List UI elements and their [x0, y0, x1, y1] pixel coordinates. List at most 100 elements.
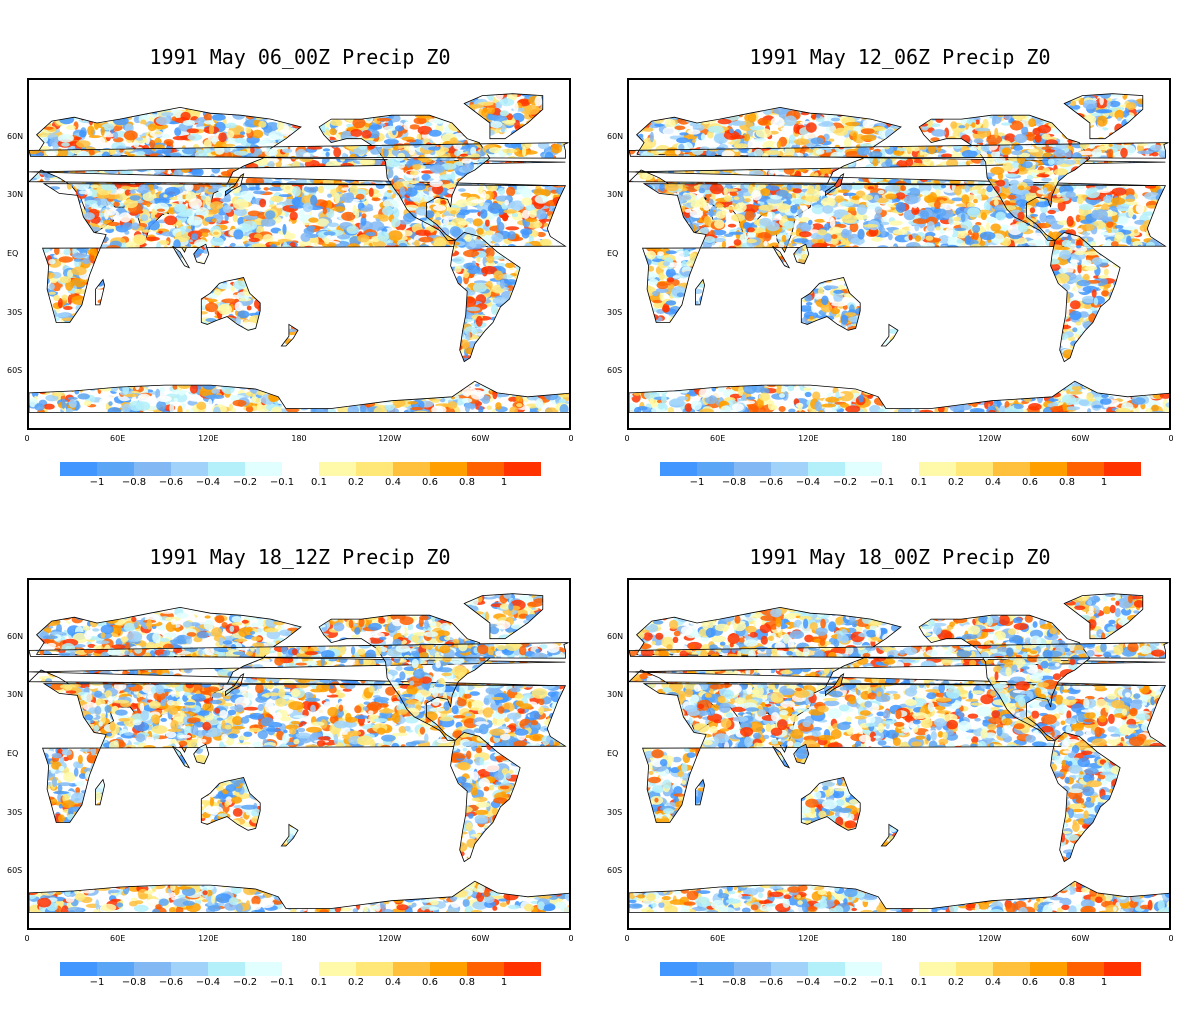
precip-blob — [128, 250, 140, 260]
precip-blob — [553, 266, 564, 271]
precip-blob — [515, 257, 527, 261]
precip-blob — [29, 136, 37, 139]
precip-blob — [292, 168, 308, 176]
precip-blob — [63, 214, 77, 225]
precip-blob — [29, 139, 42, 150]
precip-blob — [548, 310, 559, 316]
precip-blob — [60, 159, 68, 163]
precip-blob — [249, 266, 264, 274]
precip-blob — [510, 294, 519, 303]
precip-blob — [221, 269, 237, 273]
precip-blob — [170, 312, 182, 321]
precip-blob — [82, 313, 94, 320]
precip-blob — [363, 277, 374, 283]
precip-blob — [64, 200, 72, 208]
precip-blob — [511, 308, 520, 313]
precip-blob — [261, 218, 276, 226]
precip-blob — [260, 314, 265, 318]
precip-blob — [555, 117, 567, 126]
precip-blob — [290, 256, 297, 267]
precip-blob — [132, 286, 147, 296]
precip-blob — [214, 269, 220, 278]
precip-blob — [455, 116, 465, 125]
precip-blob — [391, 307, 398, 316]
precip-blob — [136, 318, 141, 322]
precip-blob — [371, 247, 382, 256]
precip-blob — [405, 257, 417, 262]
precip-blob — [312, 110, 322, 114]
precip-blob — [411, 108, 423, 115]
precip-blob — [271, 276, 282, 283]
precip-blob — [359, 293, 373, 300]
precip-blob — [306, 110, 318, 119]
precip-blob — [87, 236, 96, 242]
precip-blob — [34, 110, 43, 118]
precip-blob — [275, 256, 282, 265]
precip-blob — [180, 162, 185, 168]
precip-blob — [149, 140, 155, 149]
precip-blob — [469, 121, 473, 132]
precip-blob — [46, 237, 61, 243]
precip-blob — [446, 107, 452, 115]
precip-blob — [229, 265, 241, 271]
precip-blob — [546, 300, 555, 304]
precip-blob — [54, 231, 66, 236]
precip-blob — [94, 294, 108, 299]
precip-blob — [48, 105, 53, 110]
precip-blob — [287, 268, 301, 272]
precip-blob — [58, 214, 74, 219]
precip-blob — [382, 289, 386, 292]
precip-blob — [351, 247, 355, 256]
precip-blob — [354, 166, 360, 176]
precip-blob — [239, 264, 255, 274]
precip-blob — [46, 239, 62, 249]
precip-blob — [157, 209, 165, 212]
precip-blob — [248, 211, 261, 217]
precip-blob — [426, 279, 434, 288]
precip-blob — [438, 265, 452, 272]
precip-blob — [544, 123, 557, 127]
precip-blob — [305, 289, 310, 296]
precip-blob — [101, 127, 105, 136]
precip-blob — [153, 273, 162, 284]
precip-blob — [374, 300, 379, 308]
precip-blob — [120, 103, 125, 113]
precip-blob — [151, 161, 160, 169]
precip-blob — [513, 286, 527, 291]
precip-blob — [555, 167, 566, 174]
precip-blob — [328, 272, 333, 276]
precip-blob — [271, 266, 284, 276]
precip-blob — [553, 219, 561, 229]
precip-blob — [107, 308, 112, 314]
precip-blob — [30, 125, 43, 135]
precip-blob — [41, 225, 48, 235]
precip-blob — [538, 264, 552, 272]
precip-blob — [269, 287, 279, 291]
precip-blob — [410, 257, 426, 266]
precip-blob — [341, 108, 356, 116]
precip-blob — [409, 312, 421, 316]
precip-blob — [58, 134, 74, 143]
precip-blob — [31, 158, 37, 163]
precip-blob — [299, 286, 304, 292]
precip-blob — [239, 256, 244, 263]
precip-blob — [319, 108, 328, 115]
precip-blob — [281, 258, 296, 265]
precip-blob — [557, 176, 571, 182]
precip-blob — [422, 247, 430, 251]
precip-blob — [154, 168, 165, 172]
precip-blob — [265, 250, 273, 261]
precip-blob — [259, 249, 266, 254]
precip-blob — [539, 272, 551, 282]
precip-blob — [548, 267, 562, 272]
precip-blob — [130, 286, 136, 289]
precip-blob — [212, 218, 217, 222]
precip-blob — [371, 106, 383, 116]
precip-blob — [159, 173, 166, 181]
precip-blob — [316, 305, 329, 310]
precip-blob — [517, 287, 524, 298]
precip-blob — [541, 125, 552, 134]
precip-blob — [69, 234, 77, 242]
precip-blob — [75, 310, 81, 319]
precip-blob — [106, 305, 113, 311]
